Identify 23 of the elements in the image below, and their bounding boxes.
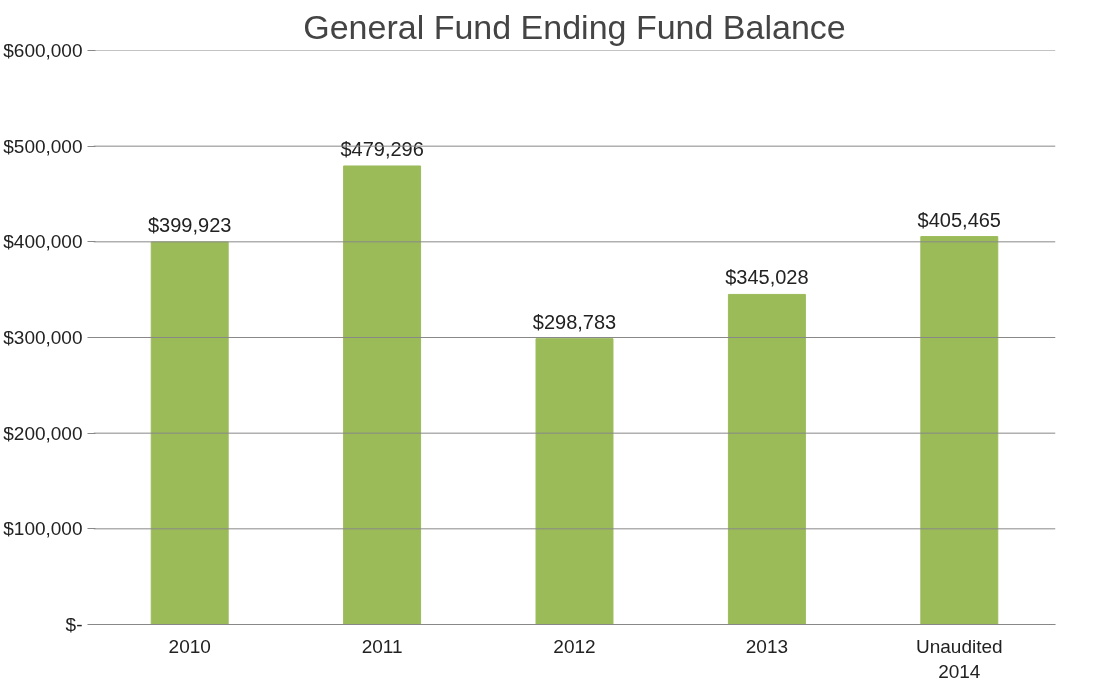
y-tick-label: $600,000	[3, 40, 83, 61]
data-label: $345,028	[725, 266, 809, 289]
x-tick-label: 2013	[745, 635, 789, 657]
bar	[535, 338, 614, 625]
y-tick-label: $-	[65, 614, 83, 635]
y-tick-label: $100,000	[3, 518, 83, 540]
y-tick-label: $500,000	[3, 135, 83, 157]
data-label: $479,296	[340, 137, 424, 160]
x-tick-label: 2011	[361, 635, 403, 657]
data-label: $399,923	[147, 213, 232, 236]
y-tick-label: $200,000	[3, 422, 83, 444]
data-label: $298,783	[532, 310, 617, 333]
y-tick-label: $300,000	[3, 327, 83, 348]
data-label: $405,465	[917, 208, 1002, 231]
bar	[727, 293, 806, 625]
x-tick-label: 2010	[168, 635, 211, 657]
bar	[343, 165, 422, 625]
bar	[920, 236, 999, 625]
chart-title: General Fund Ending Fund Balance	[303, 7, 846, 46]
bar	[150, 241, 229, 625]
y-tick-label: $400,000	[3, 231, 83, 253]
x-tick-label: Unaudited 2014	[915, 635, 1003, 682]
x-tick-label: 2012	[553, 635, 596, 657]
